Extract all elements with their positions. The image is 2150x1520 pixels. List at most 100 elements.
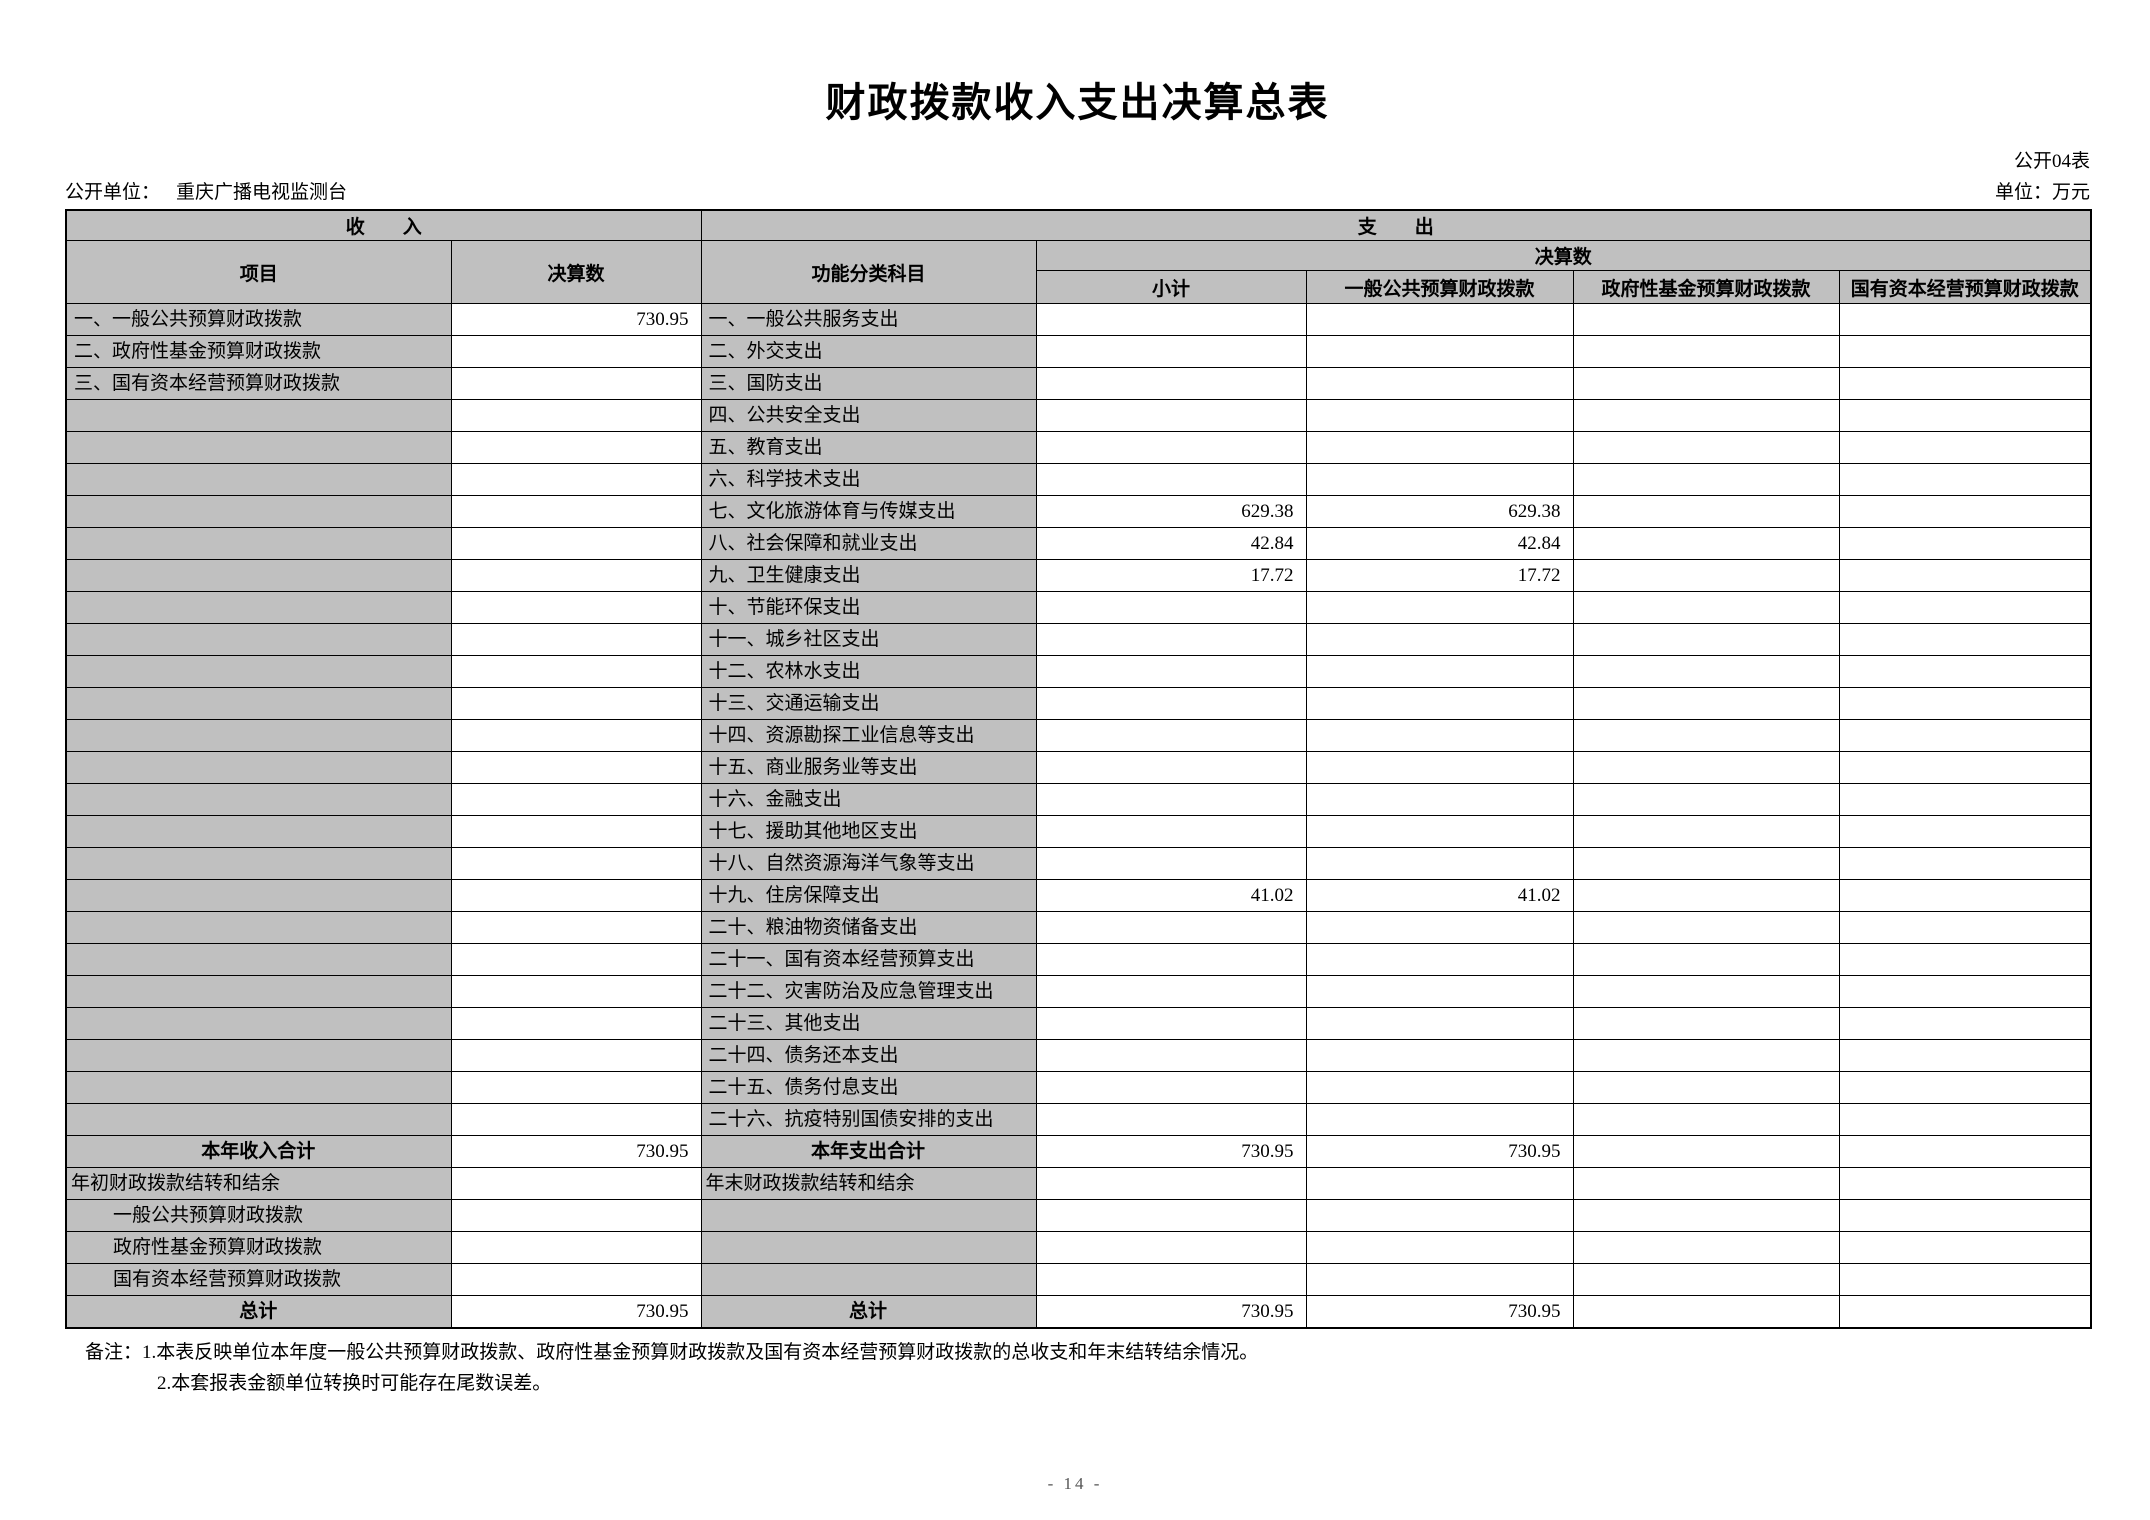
general-public-budget-cell [1305,783,1574,816]
notes: 备注：1.本表反映单位本年度一般公共预算财政拨款、政府性基金预算财政拨款及国有资… [65,1337,2090,1399]
general-public-budget-cell: 629.38 [1305,495,1574,528]
subtotal-cell: 730.95 [1035,1135,1307,1168]
general-public-budget-cell [1305,1007,1574,1040]
state-capital-budget-cell [1838,975,2092,1008]
income-value-cell: 730.95 [450,1135,702,1168]
state-capital-budget-cell [1838,463,2092,496]
government-fund-budget-cell [1572,783,1840,816]
income-item-cell [65,783,452,816]
subtotal-cell [1035,751,1307,784]
income-value-cell [450,687,702,720]
state-capital-budget-cell [1838,815,2092,848]
income-item-cell [65,463,452,496]
government-fund-budget-cell [1572,1103,1840,1136]
expense-item-cell [700,1231,1037,1264]
expense-item-cell: 十三、交通运输支出 [700,687,1037,720]
table-row: 政府性基金预算财政拨款 [65,1231,2092,1264]
general-public-budget-cell: 730.95 [1305,1135,1574,1168]
general-public-budget-cell [1305,1167,1574,1200]
income-value-cell [450,591,702,624]
table-row: 十八、自然资源海洋气象等支出 [65,847,2092,880]
general-public-budget-cell [1305,431,1574,464]
expense-item-cell: 六、科学技术支出 [700,463,1037,496]
expense-item-cell: 三、国防支出 [700,367,1037,400]
table-row: 二十五、债务付息支出 [65,1071,2092,1104]
state-capital-budget-cell [1838,1071,2092,1104]
subtotal-cell [1035,719,1307,752]
subtotal-cell [1035,943,1307,976]
government-fund-budget-cell [1572,1263,1840,1296]
income-item-cell [65,719,452,752]
general-public-budget-cell [1305,911,1574,944]
state-capital-budget-cell [1838,1039,2092,1072]
state-capital-budget-cell [1838,1231,2092,1264]
subtotal-cell [1035,1167,1307,1200]
government-fund-budget-cell [1572,1231,1840,1264]
subtotal-cell: 42.84 [1035,527,1307,560]
subtotal-cell [1035,335,1307,368]
income-item-header: 项目 [65,240,452,304]
general-public-budget-cell [1305,623,1574,656]
state-capital-budget-cell [1838,1167,2092,1200]
income-item-cell [65,847,452,880]
expense-item-cell: 七、文化旅游体育与传媒支出 [700,495,1037,528]
income-value-cell [450,783,702,816]
general-public-budget-cell [1305,975,1574,1008]
income-value-cell [450,815,702,848]
state-capital-budget-cell [1838,943,2092,976]
subtotal-cell [1035,783,1307,816]
table-row: 十一、城乡社区支出 [65,623,2092,656]
income-value-cell [450,655,702,688]
expense-item-cell: 十六、金融支出 [700,783,1037,816]
general-public-budget-cell [1305,847,1574,880]
expense-item-cell: 十二、农林水支出 [700,655,1037,688]
income-item-cell [65,911,452,944]
subtotal-cell [1035,1071,1307,1104]
government-fund-budget-cell [1572,591,1840,624]
income-value-cell [450,847,702,880]
income-item-cell: 二、政府性基金预算财政拨款 [65,335,452,368]
subtotal-cell [1035,303,1307,336]
subtotal-cell: 629.38 [1035,495,1307,528]
state-capital-budget-cell [1838,879,2092,912]
expense-item-cell: 十一、城乡社区支出 [700,623,1037,656]
income-item-cell [65,1103,452,1136]
general-public-budget-cell [1305,751,1574,784]
subtotal-cell [1035,815,1307,848]
income-value-cell [450,719,702,752]
table-row: 六、科学技术支出 [65,463,2092,496]
income-item-cell [65,975,452,1008]
expense-item-cell [700,1263,1037,1296]
income-amount-header: 决算数 [450,240,702,304]
income-item-cell [65,559,452,592]
table-row: 十四、资源勘探工业信息等支出 [65,719,2092,752]
income-item-cell: 总计 [65,1295,452,1329]
state-capital-budget-cell [1838,559,2092,592]
subtotal-cell: 17.72 [1035,559,1307,592]
publisher: 公开单位： 重庆广播电视监测台 [65,177,347,204]
government-fund-budget-cell [1572,1007,1840,1040]
expense-item-cell: 九、卫生健康支出 [700,559,1037,592]
income-value-cell [450,367,702,400]
subtotal-cell [1035,591,1307,624]
government-fund-budget-cell [1572,559,1840,592]
expense-amount-header: 决算数 [1035,240,2092,271]
government-fund-budget-cell [1572,527,1840,560]
expense-item-cell: 十九、住房保障支出 [700,879,1037,912]
general-public-budget-cell [1305,1071,1574,1104]
state-capital-budget-header: 国有资本经营预算财政拨款 [1838,270,2092,304]
state-capital-budget-cell [1838,1103,2092,1136]
expense-item-cell: 八、社会保障和就业支出 [700,527,1037,560]
state-capital-budget-cell [1838,847,2092,880]
income-item-cell [65,1071,452,1104]
income-item-cell: 本年收入合计 [65,1135,452,1168]
general-public-budget-cell [1305,463,1574,496]
income-item-cell: 政府性基金预算财政拨款 [65,1231,452,1264]
table-body: 一、一般公共预算财政拨款 730.95 一、一般公共服务支出 二、政府性基金预算… [65,303,2092,1329]
table-row: 国有资本经营预算财政拨款 [65,1263,2092,1296]
general-public-budget-cell [1305,687,1574,720]
government-fund-budget-cell [1572,879,1840,912]
income-value-cell [450,335,702,368]
general-public-budget-cell [1305,655,1574,688]
